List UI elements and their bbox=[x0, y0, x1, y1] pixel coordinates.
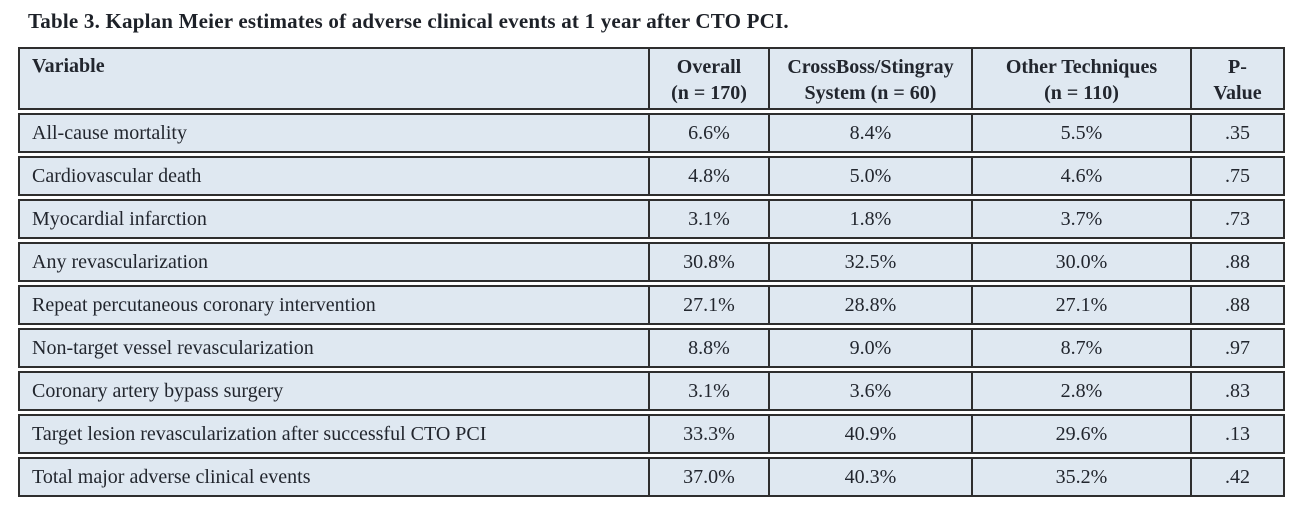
table-header-row: Variable Overall (n = 170) CrossBoss/Sti… bbox=[18, 47, 1285, 110]
page: Table 3. Kaplan Meier estimates of adver… bbox=[0, 9, 1300, 497]
cell-variable: Repeat percutaneous coronary interventio… bbox=[18, 285, 650, 325]
column-header-variable: Variable bbox=[18, 47, 650, 110]
cell-overall: 37.0% bbox=[650, 457, 770, 497]
cell-variable: Coronary artery bypass surgery bbox=[18, 371, 650, 411]
table-row: Non-target vessel revascularization 8.8%… bbox=[18, 328, 1285, 368]
cell-other-techniques: 2.8% bbox=[973, 371, 1192, 411]
table-body: All-cause mortality 6.6% 8.4% 5.5% .35 C… bbox=[18, 113, 1285, 497]
cell-other-techniques: 4.6% bbox=[973, 156, 1192, 196]
column-header-overall: Overall (n = 170) bbox=[650, 47, 770, 110]
cell-variable: Non-target vessel revascularization bbox=[18, 328, 650, 368]
cell-overall: 33.3% bbox=[650, 414, 770, 454]
cell-variable: Target lesion revascularization after su… bbox=[18, 414, 650, 454]
cell-other-techniques: 3.7% bbox=[973, 199, 1192, 239]
cell-variable: Cardiovascular death bbox=[18, 156, 650, 196]
cell-overall: 6.6% bbox=[650, 113, 770, 153]
cell-pvalue: .35 bbox=[1192, 113, 1285, 153]
column-header-overall-label: Overall bbox=[676, 56, 742, 78]
cell-crossboss: 1.8% bbox=[770, 199, 973, 239]
column-header-other-techniques: Other Techniques (n = 110) bbox=[973, 47, 1192, 110]
table-row: Cardiovascular death 4.8% 5.0% 4.6% .75 bbox=[18, 156, 1285, 196]
cell-overall: 27.1% bbox=[650, 285, 770, 325]
cell-crossboss: 40.3% bbox=[770, 457, 973, 497]
table-row: Total major adverse clinical events 37.0… bbox=[18, 457, 1285, 497]
cell-pvalue: .75 bbox=[1192, 156, 1285, 196]
column-header-overall-sub: (n = 170) bbox=[671, 82, 747, 104]
cell-overall: 3.1% bbox=[650, 371, 770, 411]
table-row: All-cause mortality 6.6% 8.4% 5.5% .35 bbox=[18, 113, 1285, 153]
cell-crossboss: 40.9% bbox=[770, 414, 973, 454]
cell-other-techniques: 35.2% bbox=[973, 457, 1192, 497]
cell-pvalue: .83 bbox=[1192, 371, 1285, 411]
cell-overall: 8.8% bbox=[650, 328, 770, 368]
cell-crossboss: 32.5% bbox=[770, 242, 973, 282]
cell-variable: All-cause mortality bbox=[18, 113, 650, 153]
table-row: Coronary artery bypass surgery 3.1% 3.6%… bbox=[18, 371, 1285, 411]
cell-other-techniques: 8.7% bbox=[973, 328, 1192, 368]
cell-overall: 3.1% bbox=[650, 199, 770, 239]
cell-other-techniques: 29.6% bbox=[973, 414, 1192, 454]
table-row: Myocardial infarction 3.1% 1.8% 3.7% .73 bbox=[18, 199, 1285, 239]
cell-crossboss: 9.0% bbox=[770, 328, 973, 368]
cell-pvalue: .73 bbox=[1192, 199, 1285, 239]
cell-crossboss: 3.6% bbox=[770, 371, 973, 411]
cell-variable: Total major adverse clinical events bbox=[18, 457, 650, 497]
column-header-pvalue-sub: Value bbox=[1213, 82, 1262, 104]
column-header-variable-label: Variable bbox=[32, 55, 105, 77]
column-header-pvalue-label: P- bbox=[1228, 56, 1247, 78]
cell-overall: 30.8% bbox=[650, 242, 770, 282]
cell-pvalue: .13 bbox=[1192, 414, 1285, 454]
cell-pvalue: .88 bbox=[1192, 242, 1285, 282]
cell-overall: 4.8% bbox=[650, 156, 770, 196]
cell-pvalue: .42 bbox=[1192, 457, 1285, 497]
column-header-crossboss-label: CrossBoss/Stingray bbox=[787, 56, 954, 78]
table-caption: Table 3. Kaplan Meier estimates of adver… bbox=[28, 9, 789, 33]
table-row: Any revascularization 30.8% 32.5% 30.0% … bbox=[18, 242, 1285, 282]
cell-other-techniques: 27.1% bbox=[973, 285, 1192, 325]
cell-variable: Myocardial infarction bbox=[18, 199, 650, 239]
column-header-pvalue: P- Value bbox=[1192, 47, 1285, 110]
column-header-other-techniques-sub: (n = 110) bbox=[1044, 82, 1119, 104]
cell-other-techniques: 5.5% bbox=[973, 113, 1192, 153]
cell-pvalue: .88 bbox=[1192, 285, 1285, 325]
column-header-crossboss: CrossBoss/Stingray System (n = 60) bbox=[770, 47, 973, 110]
cell-crossboss: 28.8% bbox=[770, 285, 973, 325]
cell-other-techniques: 30.0% bbox=[973, 242, 1192, 282]
cell-crossboss: 8.4% bbox=[770, 113, 973, 153]
table-row: Target lesion revascularization after su… bbox=[18, 414, 1285, 454]
cell-crossboss: 5.0% bbox=[770, 156, 973, 196]
cell-pvalue: .97 bbox=[1192, 328, 1285, 368]
table-row: Repeat percutaneous coronary interventio… bbox=[18, 285, 1285, 325]
column-header-other-techniques-label: Other Techniques bbox=[1005, 56, 1158, 78]
adverse-events-table: Variable Overall (n = 170) CrossBoss/Sti… bbox=[18, 47, 1285, 497]
cell-variable: Any revascularization bbox=[18, 242, 650, 282]
column-header-crossboss-sub: System (n = 60) bbox=[804, 82, 937, 104]
